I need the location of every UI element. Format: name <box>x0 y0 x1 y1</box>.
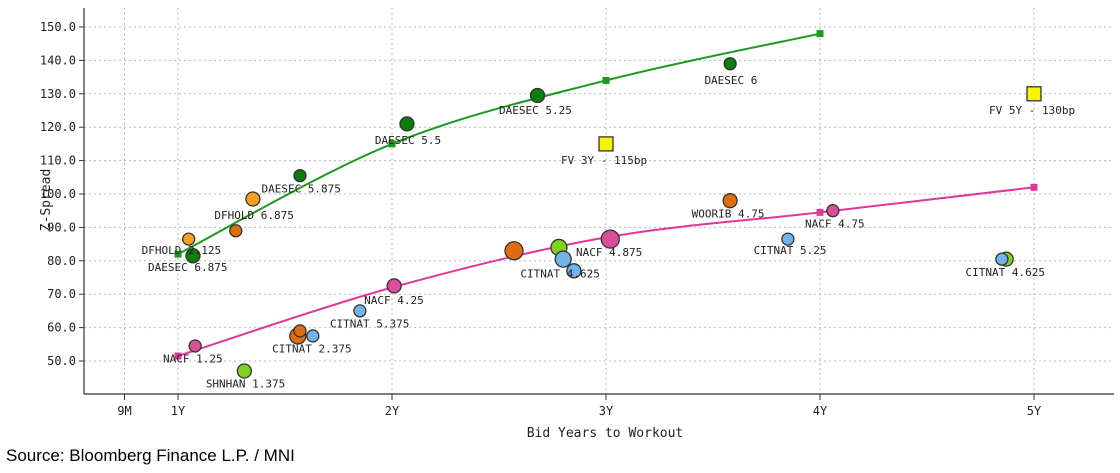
bond-point <box>995 252 1009 266</box>
point-label: DFHOLD 6.875 <box>214 209 293 222</box>
point-label: DAESEC 6 <box>704 74 757 87</box>
point-label: NACF 1.25 <box>163 353 223 366</box>
point-label: WOORIB 4.75 <box>692 207 765 220</box>
z-spread-chart: 50.0 60.0 70.0 80.0 90.0 100.0 110.0 120.0 130.0… <box>39 8 1114 441</box>
x-tick-label: 1Y <box>171 404 186 418</box>
lower-curve-node <box>1030 183 1038 191</box>
x-tick-label: 9M <box>117 404 131 418</box>
bond-point <box>600 229 620 249</box>
grid <box>84 8 1114 394</box>
bond-point <box>245 191 261 207</box>
y-tick-label: 90.0 <box>47 220 76 234</box>
upper-curve-node <box>174 250 182 258</box>
bond-point <box>229 224 243 238</box>
y-tick-label: 70.0 <box>47 287 76 301</box>
bond-point <box>182 232 196 246</box>
bond-point <box>781 232 795 246</box>
bond-point <box>185 248 201 264</box>
y-tick-label: 140.0 <box>40 53 76 67</box>
point-label: FV 3Y - 115bp <box>561 154 647 167</box>
upper-curve-node <box>388 140 396 148</box>
data-points <box>182 57 1042 379</box>
bond-point <box>529 87 546 104</box>
y-tick-label: 60.0 <box>47 321 76 335</box>
bond-point <box>566 263 582 279</box>
source-note: Source: Bloomberg Finance L.P. / MNI <box>6 446 295 465</box>
bond-point <box>293 168 307 183</box>
fair-value-marker <box>1026 86 1042 102</box>
bond-point <box>353 304 367 318</box>
bond-point <box>188 339 202 353</box>
point-label: CITNAT 2.375 <box>272 343 351 356</box>
x-tick-label: 3Y <box>599 404 614 418</box>
y-tick-label: 130.0 <box>40 87 76 101</box>
point-label: NACF 4.875 <box>576 246 642 259</box>
y-tick-label: 110.0 <box>40 154 76 168</box>
bond-point <box>399 116 415 132</box>
upper-curve <box>177 32 821 256</box>
y-tick-label: 80.0 <box>47 254 76 268</box>
bond-point <box>306 329 320 343</box>
point-label: NACF 4.75 <box>805 217 865 230</box>
x-tick-label: 4Y <box>813 404 828 418</box>
bond-point <box>386 278 402 294</box>
lower-curve-node <box>174 352 182 360</box>
point-label: CITNAT 5.25 <box>754 244 827 257</box>
point-label: SHNHAN 1.375 <box>206 378 285 391</box>
x-tick-label: 2Y <box>385 404 400 418</box>
point-label: DAESEC 5.875 <box>261 182 340 195</box>
y-tick-label: 150.0 <box>40 20 76 34</box>
y-axis-title: Z-Spread <box>39 169 54 232</box>
axes: 50.0 60.0 70.0 80.0 90.0 100.0 110.0 120.0 130.0… <box>40 8 1114 418</box>
bond-point <box>293 324 307 338</box>
point-label: DAESEC 5.25 <box>499 104 572 117</box>
bond-point <box>554 250 572 268</box>
lower-curve-node <box>816 208 824 216</box>
bond-point <box>236 363 252 379</box>
bond-point <box>504 241 524 261</box>
y-tick-label: 100.0 <box>40 187 76 201</box>
point-labels: DFHOLD 2.125 DAESEC 6.875 DFHOLD 6.875 DAES… <box>142 74 1076 391</box>
upper-curve-node <box>602 76 610 84</box>
point-label: CITNAT 5.375 <box>330 318 409 331</box>
point-label: FV 5Y - 130bp <box>989 104 1075 117</box>
x-tick-label: 5Y <box>1027 404 1042 418</box>
fair-value-marker <box>598 136 614 152</box>
point-label: CITNAT 4.625 <box>966 266 1045 279</box>
point-label: NACF 4.25 <box>364 294 424 307</box>
x-axis-title: Bid Years to Workout <box>527 426 684 441</box>
point-label: CITNAT 4.625 <box>520 268 599 281</box>
bond-point <box>722 193 738 209</box>
bond-point <box>826 204 840 218</box>
y-tick-label: 120.0 <box>40 120 76 134</box>
point-label: DFHOLD 2.125 <box>142 244 221 257</box>
y-tick-label: 50.0 <box>47 354 76 368</box>
point-label: DAESEC 6.875 <box>148 261 227 274</box>
bond-point <box>723 57 737 71</box>
upper-curve-node <box>816 30 824 38</box>
point-label: DAESEC 5.5 <box>375 134 441 147</box>
